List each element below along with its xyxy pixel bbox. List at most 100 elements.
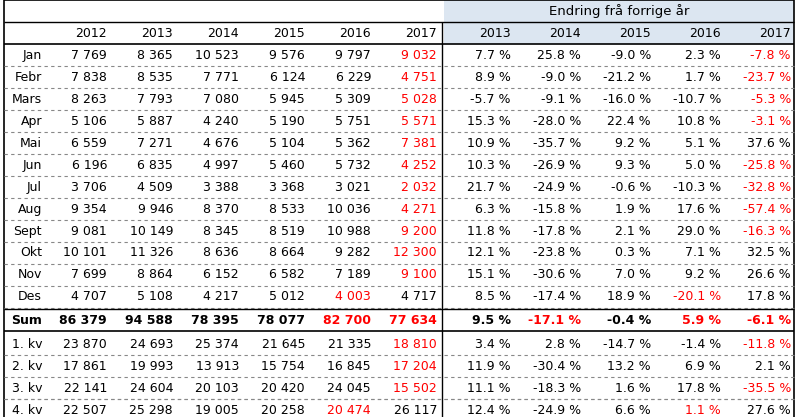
Text: -9.0 %: -9.0 % (540, 70, 581, 83)
Text: 5 945: 5 945 (269, 93, 305, 106)
Text: 7 080: 7 080 (203, 93, 239, 106)
Text: 2.1 %: 2.1 % (615, 224, 651, 238)
Text: Febr: Febr (14, 70, 42, 83)
Text: -35.7 %: -35.7 % (532, 136, 581, 150)
Text: 5.0 %: 5.0 % (685, 158, 721, 171)
Text: 26 117: 26 117 (393, 404, 437, 417)
Text: 5 190: 5 190 (269, 115, 305, 128)
Text: 10 036: 10 036 (327, 203, 371, 216)
Text: -10.7 %: -10.7 % (673, 93, 721, 106)
Text: 11.1 %: 11.1 % (468, 382, 511, 394)
Text: -25.8 %: -25.8 % (743, 158, 791, 171)
Text: Nov: Nov (18, 269, 42, 281)
Text: 17.8 %: 17.8 % (747, 291, 791, 304)
Text: 9 032: 9 032 (401, 48, 437, 61)
Text: 78 077: 78 077 (257, 314, 305, 327)
Text: 6 835: 6 835 (137, 158, 173, 171)
Text: -23.7 %: -23.7 % (743, 70, 791, 83)
Text: 7 699: 7 699 (71, 269, 107, 281)
Text: -28.0 %: -28.0 % (532, 115, 581, 128)
Text: -16.3 %: -16.3 % (743, 224, 791, 238)
Text: 21 335: 21 335 (327, 337, 371, 351)
Text: 10 149: 10 149 (129, 224, 173, 238)
Text: 19 005: 19 005 (196, 404, 239, 417)
Text: 8 370: 8 370 (203, 203, 239, 216)
Text: 5 309: 5 309 (335, 93, 371, 106)
Text: Sum: Sum (11, 314, 42, 327)
Text: 6.6 %: 6.6 % (615, 404, 651, 417)
Text: 2016: 2016 (689, 27, 721, 40)
Text: Endring frå forrige år: Endring frå forrige år (549, 4, 689, 18)
Text: 3 368: 3 368 (270, 181, 305, 193)
Text: -9.0 %: -9.0 % (610, 48, 651, 61)
Text: 9 282: 9 282 (335, 246, 371, 259)
Text: 2015: 2015 (273, 27, 305, 40)
Text: 4 003: 4 003 (335, 291, 371, 304)
Text: 1. kv: 1. kv (11, 337, 42, 351)
Text: 17.8 %: 17.8 % (678, 382, 721, 394)
Text: 5.1 %: 5.1 % (685, 136, 721, 150)
Text: 6 559: 6 559 (71, 136, 107, 150)
Text: 11 326: 11 326 (129, 246, 173, 259)
Text: 5 012: 5 012 (269, 291, 305, 304)
Text: 9 081: 9 081 (71, 224, 107, 238)
Text: 17 204: 17 204 (393, 359, 437, 372)
Text: 24 693: 24 693 (129, 337, 173, 351)
Text: 4 751: 4 751 (401, 70, 437, 83)
Text: 4 217: 4 217 (203, 291, 239, 304)
Text: 5 751: 5 751 (335, 115, 371, 128)
Text: -0.6 %: -0.6 % (610, 181, 651, 193)
Text: 9 797: 9 797 (335, 48, 371, 61)
Text: 10 101: 10 101 (63, 246, 107, 259)
Text: 1.6 %: 1.6 % (615, 382, 651, 394)
Text: 11.8 %: 11.8 % (468, 224, 511, 238)
Text: 2014: 2014 (549, 27, 581, 40)
Text: Mars: Mars (12, 93, 42, 106)
Text: -26.9 %: -26.9 % (533, 158, 581, 171)
Text: 6 152: 6 152 (203, 269, 239, 281)
Text: 8 533: 8 533 (269, 203, 305, 216)
Text: 4 252: 4 252 (401, 158, 437, 171)
Text: 8 263: 8 263 (71, 93, 107, 106)
Text: 94 588: 94 588 (125, 314, 173, 327)
Text: -24.9 %: -24.9 % (533, 404, 581, 417)
Text: 2 032: 2 032 (401, 181, 437, 193)
Text: 20 474: 20 474 (327, 404, 371, 417)
Text: 4 271: 4 271 (401, 203, 437, 216)
Text: 4 997: 4 997 (203, 158, 239, 171)
Text: 4 717: 4 717 (401, 291, 437, 304)
Text: 4 509: 4 509 (137, 181, 173, 193)
Text: 37.6 %: 37.6 % (747, 136, 791, 150)
Text: 15 502: 15 502 (393, 382, 437, 394)
Text: 10.9 %: 10.9 % (468, 136, 511, 150)
Text: Aug: Aug (18, 203, 42, 216)
Text: -1.4 %: -1.4 % (681, 337, 721, 351)
Text: 7.0 %: 7.0 % (615, 269, 651, 281)
Text: 8.9 %: 8.9 % (475, 70, 511, 83)
Text: 8.5 %: 8.5 % (475, 291, 511, 304)
Text: 8 664: 8 664 (270, 246, 305, 259)
Text: 3 706: 3 706 (71, 181, 107, 193)
Text: 2.8 %: 2.8 % (545, 337, 581, 351)
Text: 22 141: 22 141 (64, 382, 107, 394)
Text: 5 108: 5 108 (137, 291, 173, 304)
Text: 6.3 %: 6.3 % (476, 203, 511, 216)
Text: 7 381: 7 381 (401, 136, 437, 150)
Text: -30.4 %: -30.4 % (533, 359, 581, 372)
Text: 2013: 2013 (141, 27, 173, 40)
Text: 32.5 %: 32.5 % (747, 246, 791, 259)
Text: -17.4 %: -17.4 % (533, 291, 581, 304)
Text: 2012: 2012 (75, 27, 107, 40)
Text: 9.2 %: 9.2 % (685, 269, 721, 281)
Text: 15.3 %: 15.3 % (468, 115, 511, 128)
Text: 17.6 %: 17.6 % (678, 203, 721, 216)
Text: 12 300: 12 300 (393, 246, 437, 259)
Text: -5.3 %: -5.3 % (751, 93, 791, 106)
Text: -11.8 %: -11.8 % (743, 337, 791, 351)
Text: 22 507: 22 507 (63, 404, 107, 417)
Text: 10 523: 10 523 (196, 48, 239, 61)
Text: 22.4 %: 22.4 % (607, 115, 651, 128)
Text: 0.3 %: 0.3 % (615, 246, 651, 259)
Text: 8 636: 8 636 (203, 246, 239, 259)
Text: -6.1 %: -6.1 % (747, 314, 791, 327)
